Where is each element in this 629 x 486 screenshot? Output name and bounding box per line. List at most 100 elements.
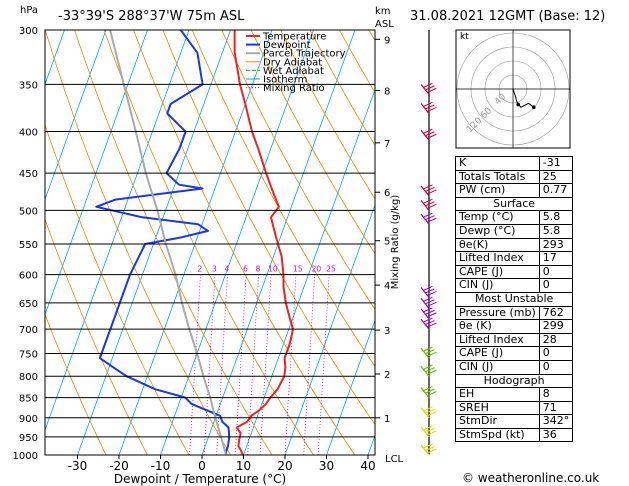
km-tick-label: 8 <box>384 86 390 97</box>
surface-row: Lifted Index 17 <box>455 251 574 266</box>
wind-barb-feather <box>425 446 435 451</box>
dry-adiabat-line <box>221 30 375 311</box>
hodograph-index-row-cell: StmSpd (kt) <box>455 427 540 443</box>
wind-barb-feather <box>423 198 433 204</box>
most-unstable-row-cell: 762 <box>538 305 574 321</box>
wind-barb-feather <box>423 101 433 107</box>
mixing-ratio-line <box>284 274 297 455</box>
wind-barb-feather <box>427 87 437 93</box>
pressure-tick-label: 300 <box>19 26 38 37</box>
most-unstable-row-cell: 0 <box>538 359 574 375</box>
legend-label: Mixing Ratio <box>263 83 325 94</box>
y2-axis-label: Mixing Ratio (g/kg) <box>390 195 401 290</box>
x-tick-label: 40 <box>360 459 375 473</box>
pressure-tick-label: 800 <box>19 372 38 383</box>
mixing-ratio-line <box>317 274 330 455</box>
pressure-tick-label: 550 <box>19 240 38 251</box>
surface-row-cell: Dewp (°C) <box>455 223 540 239</box>
x-tick-label: 30 <box>319 459 334 473</box>
most-unstable-row: CAPE (J) 0 <box>455 346 574 361</box>
indices-row-cell: Totals Totals <box>455 169 540 185</box>
pressure-tick-label: 900 <box>19 414 38 425</box>
surface-row-cell: θe(K) <box>455 237 540 253</box>
dry-adiabat-line <box>604 30 629 472</box>
x-axis-label: Dewpoint / Temperature (°C) <box>114 472 286 486</box>
most-unstable-row-cell: Lifted Index <box>455 332 540 348</box>
dry-adiabat-line <box>45 313 107 455</box>
indices-section-title: Hodograph <box>454 373 574 389</box>
wind-barb-feather <box>423 286 433 291</box>
x-tick-label: -30 <box>68 459 88 473</box>
wind-barb-feather <box>425 309 435 315</box>
wind-barb-feather <box>427 369 437 375</box>
most-unstable-row-cell: θe (K) <box>455 319 540 334</box>
wind-barb-feather <box>427 391 437 397</box>
isotherm-line <box>45 30 148 316</box>
surface-row-cell: Lifted Index <box>455 251 540 266</box>
pressure-tick-label: 650 <box>19 299 38 310</box>
pressure-tick-label: 450 <box>19 169 38 180</box>
dry-adiabat-line <box>103 30 314 455</box>
legend-label: Isotherm <box>263 75 307 86</box>
hodograph-index-row-cell: 71 <box>538 400 574 416</box>
series-temperature <box>233 30 294 455</box>
wind-barb-feather <box>425 367 435 373</box>
indices-section-title-cell: Hodograph <box>454 373 574 389</box>
wind-barb-feather <box>423 82 433 88</box>
most-unstable-row: CIN (J) 0 <box>455 359 574 375</box>
indices-row: Totals Totals 25 <box>455 169 574 185</box>
location-title: -33°39'S 288°37'W 75m ASL <box>58 9 245 24</box>
most-unstable-row-cell: 299 <box>538 319 574 334</box>
series-dewpoint <box>95 30 231 455</box>
most-unstable-row: Lifted Index 28 <box>455 332 574 348</box>
isotherm-line <box>45 30 190 432</box>
most-unstable-row-cell: CAPE (J) <box>455 346 540 361</box>
hodograph-point <box>532 105 536 109</box>
surface-row-cell: 5.8 <box>538 210 574 225</box>
x-tick-label: 20 <box>277 459 292 473</box>
wind-barb-feather <box>425 201 435 207</box>
wind-barb-feather <box>427 322 437 328</box>
isotherm-line <box>77 30 231 455</box>
dry-adiabat-line <box>191 30 375 368</box>
indices-section-title: Most Unstable <box>454 291 574 307</box>
hodograph-index-row-cell: 36 <box>538 427 574 443</box>
hodograph-point <box>516 102 520 107</box>
isotherm-line <box>45 30 107 201</box>
indices-section-title-cell: Surface <box>454 196 574 212</box>
wind-barb-feather <box>425 85 435 91</box>
dry-adiabat-line <box>250 30 375 255</box>
dry-adiabat-line <box>45 123 190 455</box>
pressure-tick-label: 750 <box>19 349 38 360</box>
wind-barb-feather <box>427 351 437 357</box>
surface-row-cell: 5.8 <box>538 223 574 239</box>
indices-section-title: Surface <box>454 196 574 212</box>
mixing-ratio-line <box>247 274 260 455</box>
x-tick-label: 0 <box>198 459 206 473</box>
legend-label: Dewpoint <box>263 40 311 51</box>
wind-barb-feather <box>423 296 433 302</box>
hodograph-kt-label: kt <box>460 32 469 42</box>
surface-row: Temp (°C) 5.8 <box>455 210 574 225</box>
wind-barb-feather <box>423 346 433 352</box>
x-tick-label: -20 <box>109 459 129 473</box>
wind-barbs <box>420 30 437 456</box>
mixing-ratio-line <box>234 274 247 455</box>
dry-adiabat-line <box>162 30 375 426</box>
mixing-ratio-label: 4 <box>224 265 229 274</box>
dry-adiabat-line <box>575 30 629 472</box>
hodograph-index-row-cell: SREH <box>455 400 540 416</box>
pressure-tick-label: 1000 <box>13 451 38 462</box>
most-unstable-row-cell: 28 <box>538 332 574 348</box>
surface-row-cell: 17 <box>538 251 574 266</box>
mixing-ratio-label: 2 <box>198 265 203 274</box>
wind-barb-feather <box>423 128 433 134</box>
wind-barb-feather <box>427 217 437 223</box>
pressure-tick-label: 350 <box>19 80 38 91</box>
wind-barb-feather <box>425 131 435 137</box>
mixing-ratio-label: 6 <box>243 265 248 274</box>
legend-label: Temperature <box>262 32 326 43</box>
wind-barb-feather <box>423 364 433 370</box>
mixing-ratio-label: 20 <box>312 265 322 274</box>
indices-row: K -31 <box>455 156 574 171</box>
